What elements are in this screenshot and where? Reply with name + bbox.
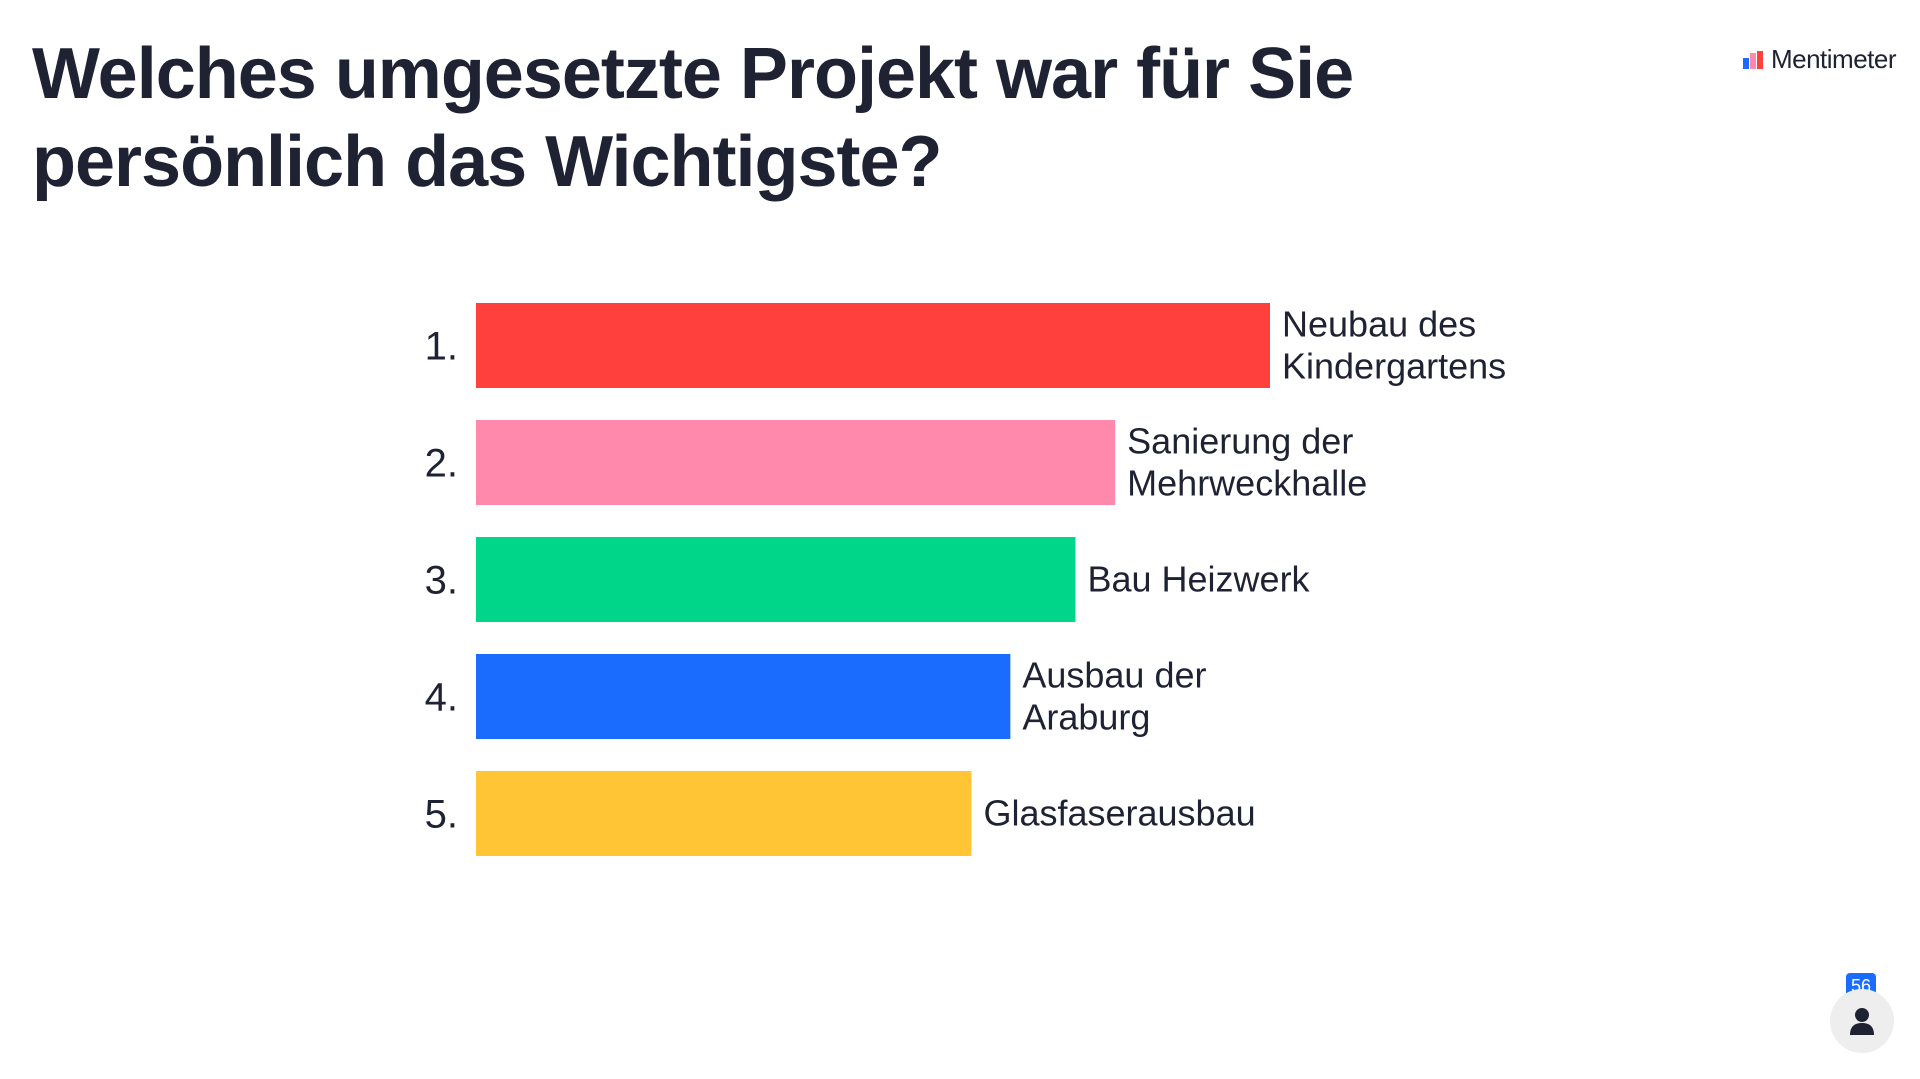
bar-label-line: Araburg [1022, 697, 1150, 738]
bar [476, 420, 1116, 505]
bar-label: Sanierung der Mehrweckhalle [1127, 421, 1367, 504]
person-icon [1850, 1008, 1874, 1035]
bar-label-line: Mehrweckhalle [1127, 463, 1367, 504]
rank-label: 2. [425, 442, 458, 486]
slide-title: Welches umgesetzte Projekt war für Sie p… [32, 34, 1354, 202]
mentimeter-brand: Mentimeter [1742, 44, 1897, 75]
brand-name: Mentimeter [1770, 44, 1897, 74]
bar-label: Bau Heizwerk [1087, 559, 1310, 600]
bar-label: Neubau des Kindergartens [1282, 304, 1506, 387]
bar-label: Glasfaserausbau [983, 793, 1255, 834]
rank-label: 5. [425, 793, 458, 837]
bar-label-line: Bau Heizwerk [1087, 559, 1310, 600]
bar [476, 303, 1270, 388]
rank-label: 3. [425, 559, 458, 603]
participant-avatar[interactable] [1830, 989, 1894, 1053]
bar-label-line: Ausbau der [1022, 655, 1206, 696]
bar-label-line: Neubau des [1282, 304, 1476, 345]
rank-label: 4. [425, 676, 458, 720]
participant-counter[interactable]: 56 [1830, 973, 1894, 1053]
rank-label: 1. [425, 325, 458, 369]
bar [476, 654, 1011, 739]
mentimeter-logo-icon [1742, 50, 1763, 69]
bar [476, 537, 1076, 622]
bar-label-line: Kindergartens [1282, 346, 1506, 387]
bar [476, 771, 972, 856]
bar-label-line: Sanierung der [1127, 421, 1353, 462]
bar-label: Ausbau der Araburg [1022, 655, 1206, 738]
bar-label-line: Glasfaserausbau [983, 793, 1255, 834]
